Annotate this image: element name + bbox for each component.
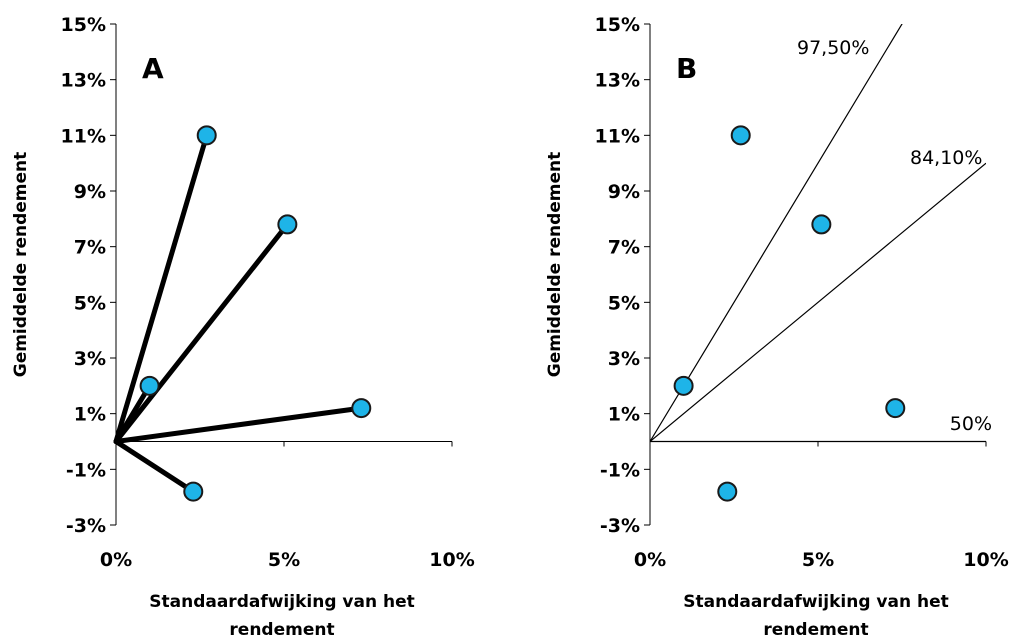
data-point (351, 398, 372, 419)
data-point (717, 481, 738, 502)
y-tick-label: 11% (61, 125, 106, 147)
y-tick-label: 13% (61, 70, 106, 92)
y-tick-label: 7% (608, 237, 640, 259)
y-tick-label: 1% (74, 404, 106, 426)
y-tick-label: 15% (61, 14, 106, 36)
ref-line-label-1: 84,10% (910, 147, 982, 169)
panel-a: -3% -1% 1% 3% 5% 7% 9% 11% 13% 15% 0% 5% 10% Standaar… (11, 14, 475, 640)
y-tick-label: 15% (595, 14, 640, 36)
data-point (277, 214, 298, 235)
y-tick-label: -3% (600, 515, 640, 537)
y-tick-label: 5% (608, 292, 640, 314)
y-tick-label: 13% (595, 70, 640, 92)
x-axis-title-line2: rendement (229, 620, 334, 640)
x-axis-title-line1: Standaardafwijking van het (149, 592, 415, 612)
panel-b: -3% -1% 1% 3% 5% 7% 9% 11% 13% 15% 0% 5% 10% Standaar… (545, 14, 1009, 640)
y-tick-label: 1% (608, 404, 640, 426)
y-tick-label: -1% (600, 459, 640, 481)
y-tick-label: 9% (608, 181, 640, 203)
reference-lines (650, 24, 986, 443)
panel-letter: B (676, 52, 697, 85)
ref-line-label-0: 97,50% (797, 37, 869, 59)
data-point (196, 125, 217, 146)
y-axis-title: Gemiddelde rendement (545, 152, 565, 378)
data-point (811, 214, 832, 235)
data-point (183, 481, 204, 502)
y-axis-title: Gemiddelde rendement (11, 152, 31, 378)
data-point (139, 375, 160, 396)
ray-line (113, 132, 210, 444)
ref-line-label-2: 50% (950, 413, 992, 435)
y-tick-label: -3% (66, 515, 106, 537)
panel-letter: A (142, 52, 164, 85)
y-tick-label: -1% (66, 459, 106, 481)
y-tick-label: 11% (595, 125, 640, 147)
y-tick-label: 3% (608, 348, 640, 370)
y-tick-label: 3% (74, 348, 106, 370)
x-axis-title-line1: Standaardafwijking van het (683, 592, 949, 612)
x-tick-label: 10% (963, 549, 1008, 571)
x-tick-label: 5% (268, 549, 300, 571)
ray-line (113, 405, 364, 444)
y-tick-label: 5% (74, 292, 106, 314)
data-point (673, 375, 694, 396)
ray-line (113, 439, 196, 495)
x-tick-label: 0% (634, 549, 666, 571)
x-tick-label: 5% (802, 549, 834, 571)
ray-line (113, 383, 153, 444)
x-axis-title-line2: rendement (763, 620, 868, 640)
x-tick-label: 0% (100, 549, 132, 571)
data-point (885, 398, 906, 419)
y-tick-label: 9% (74, 181, 106, 203)
data-point (730, 125, 751, 146)
x-tick-label: 10% (429, 549, 474, 571)
ref-line-0 (650, 24, 903, 442)
ray-line (113, 221, 290, 444)
ref-line-1 (650, 162, 986, 442)
y-tick-label: 7% (74, 237, 106, 259)
